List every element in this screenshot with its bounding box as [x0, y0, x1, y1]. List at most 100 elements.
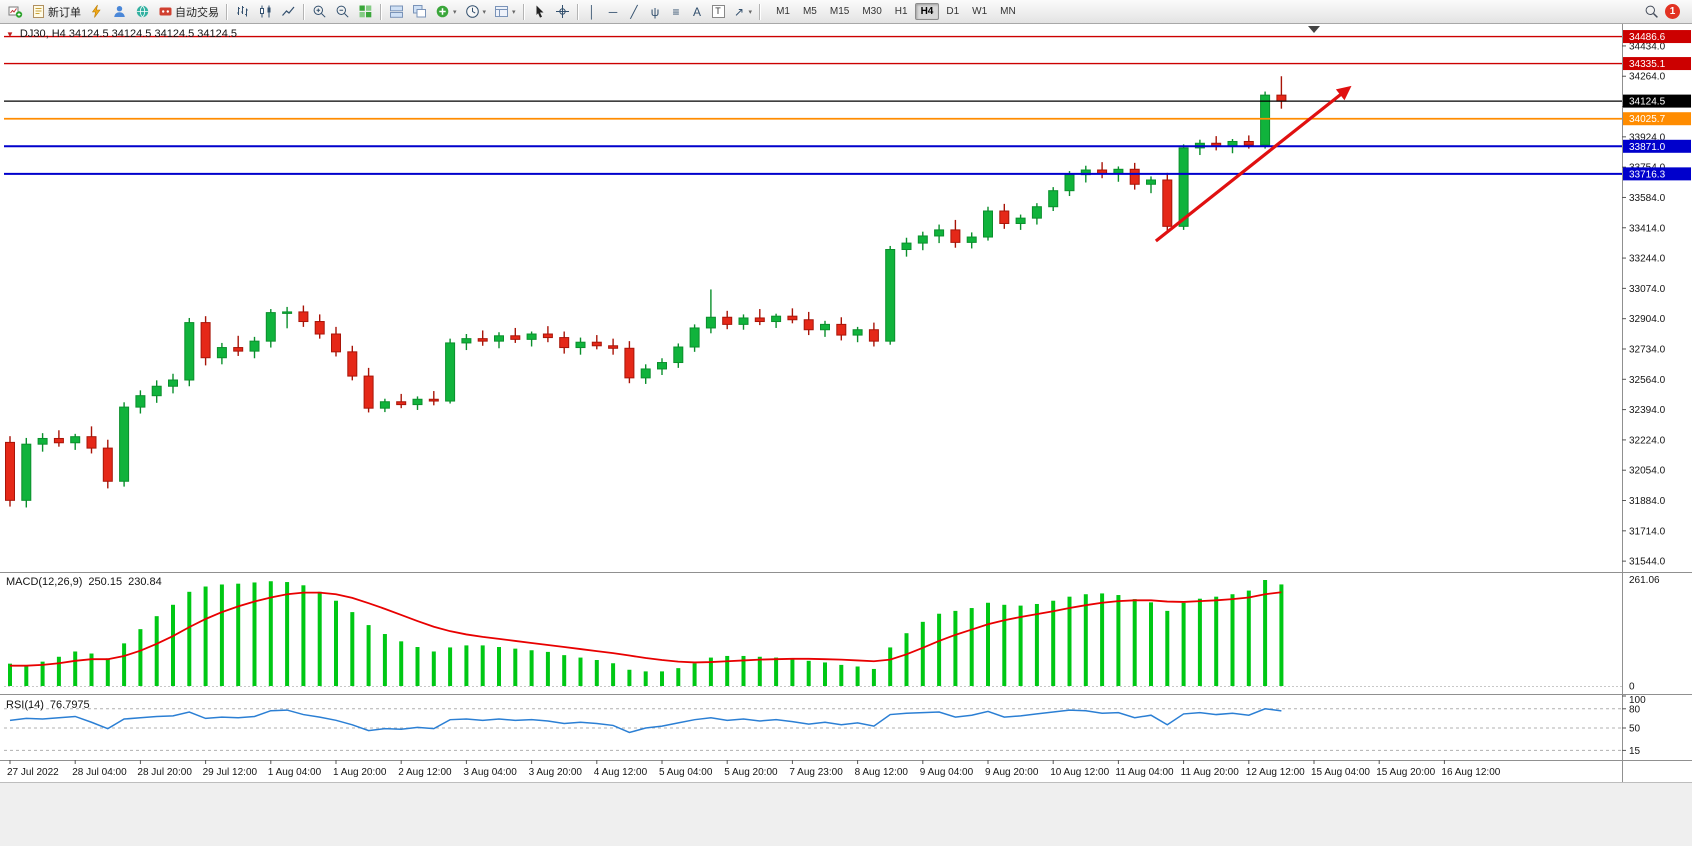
macd-histogram-bar: [1214, 596, 1219, 686]
profile-button[interactable]: [108, 2, 131, 22]
arrow-objects-icon: ↗: [734, 4, 745, 19]
notification-badge[interactable]: 1: [1665, 4, 1680, 19]
candle: [559, 337, 570, 349]
timeframe-d1-button[interactable]: D1: [946, 6, 960, 17]
candle: [298, 311, 309, 323]
time-axis-label: 15 Aug 04:00: [1311, 767, 1370, 778]
macd-histogram-bar: [741, 655, 746, 686]
toolbar: 新订单 自动交易 ▾ ▾ ▾ │ ─ ╱ ψ ≡ A T ↗ ▾ M1 M5 M15 M30 H1 H4 D1 W1 MN 1: [0, 0, 1692, 24]
search-button[interactable]: [1640, 2, 1663, 22]
chart-shift-marker[interactable]: [1308, 26, 1320, 33]
timeframe-h1-button[interactable]: H1: [894, 6, 908, 17]
candle: [21, 443, 32, 501]
text-button[interactable]: A: [687, 2, 708, 22]
macd-histogram-bar: [497, 647, 501, 686]
price-tick-label: 33244.0: [1629, 254, 1666, 265]
macd-histogram-bar: [692, 663, 697, 686]
text-label-button[interactable]: T: [708, 2, 729, 22]
dropdown-caret-icon: ▾: [453, 8, 457, 16]
trendline-button[interactable]: ╱: [624, 2, 645, 22]
fibonacci-button[interactable]: ψ: [645, 2, 666, 22]
periods-button[interactable]: ▾: [461, 2, 491, 22]
community-button[interactable]: [131, 2, 154, 22]
candle: [673, 346, 684, 364]
price-tick-label: 31884.0: [1629, 496, 1666, 507]
line-chart-button[interactable]: [277, 2, 300, 22]
candle: [1048, 190, 1059, 208]
time-axis-label: 15 Aug 20:00: [1376, 767, 1435, 778]
macd-histogram-bar: [8, 663, 12, 686]
candle: [640, 368, 651, 379]
line-chart-icon: [281, 4, 296, 19]
macd-histogram-bar: [578, 657, 583, 686]
macd-histogram-bar: [138, 629, 143, 686]
candle: [363, 375, 374, 409]
new-order-button[interactable]: 新订单: [27, 2, 85, 22]
time-axis-label: 11 Aug 20:00: [1181, 767, 1240, 778]
macd-histogram-bar: [986, 602, 990, 686]
macd-histogram-bar: [268, 581, 273, 686]
time-axis-label: 8 Aug 12:00: [855, 767, 909, 778]
candle: [331, 333, 341, 353]
candle: [657, 362, 667, 370]
timeframe-m30-button[interactable]: M30: [862, 6, 882, 17]
timeframe-m15-button[interactable]: M15: [829, 6, 850, 17]
macd-histogram-bar: [594, 660, 599, 686]
price-badge-label: 34025.7: [1629, 114, 1666, 125]
new-chart-button[interactable]: [4, 2, 27, 22]
candle: [624, 347, 635, 379]
timeframe-h4-button[interactable]: H4: [914, 3, 940, 20]
time-axis-label: 4 Aug 12:00: [594, 767, 648, 778]
macd-histogram-bar: [529, 650, 534, 686]
auto-trading-button[interactable]: 自动交易: [154, 2, 223, 22]
macd-histogram-bar: [545, 651, 550, 686]
candle: [966, 236, 977, 243]
arrange-windows-button[interactable]: [385, 2, 408, 22]
candle: [738, 317, 749, 325]
macd-histogram-bar: [725, 655, 730, 686]
candle: [542, 333, 553, 339]
candle: [151, 385, 162, 397]
candle: [494, 335, 504, 342]
candle: [135, 395, 146, 408]
auto-trading-button-label: 自动交易: [175, 6, 219, 19]
shapes-button[interactable]: ≡: [666, 2, 687, 22]
timeframe-m1-button[interactable]: M1: [776, 6, 790, 17]
zoom-out-icon: [335, 4, 350, 19]
price-chart[interactable]: 34434.034264.033924.033754.033584.033414…: [0, 24, 1692, 782]
price-badge-label: 33871.0: [1629, 142, 1666, 153]
cascade-windows-button[interactable]: [408, 2, 431, 22]
timeframe-m5-button[interactable]: M5: [802, 6, 817, 17]
templates-button[interactable]: ▾: [490, 2, 520, 22]
timeframe-mn-button[interactable]: MN: [1000, 6, 1016, 17]
trend-arrow[interactable]: [1154, 89, 1347, 243]
horizontal-line-button[interactable]: ─: [603, 2, 624, 22]
horizontal-line-icon: ─: [608, 4, 618, 19]
indicators-button[interactable]: ▾: [431, 2, 461, 22]
candlestick-chart-button[interactable]: [254, 2, 277, 22]
candle: [575, 341, 586, 349]
cursor-button[interactable]: [528, 2, 551, 22]
price-tick-label: 32564.0: [1629, 375, 1666, 386]
macd-histogram-bar: [1197, 598, 1202, 686]
tile-windows-button[interactable]: [354, 2, 377, 22]
candle: [412, 398, 423, 406]
price-tick-label: 33074.0: [1629, 284, 1666, 295]
one-click-trading-button[interactable]: [85, 2, 108, 22]
price-badge: [1623, 167, 1691, 181]
vertical-line-button[interactable]: │: [582, 2, 603, 22]
price-tick-label: 31714.0: [1629, 526, 1666, 537]
candle: [282, 311, 293, 314]
crosshair-button[interactable]: [551, 2, 574, 22]
zoom-in-button[interactable]: [308, 2, 331, 22]
arrow-objects-button[interactable]: ↗ ▾: [729, 2, 757, 22]
timeframe-w1-button[interactable]: W1: [972, 6, 988, 17]
bar-chart-button[interactable]: [231, 2, 254, 22]
macd-histogram-bar: [562, 655, 567, 686]
macd-histogram-bar: [920, 621, 925, 686]
time-axis-label: 1 Aug 20:00: [333, 767, 387, 778]
zoom-out-button[interactable]: [331, 2, 354, 22]
bar-chart-icon: [235, 4, 250, 19]
price-badge-label: 34486.6: [1629, 32, 1666, 43]
toolbar-separator: [303, 3, 305, 20]
